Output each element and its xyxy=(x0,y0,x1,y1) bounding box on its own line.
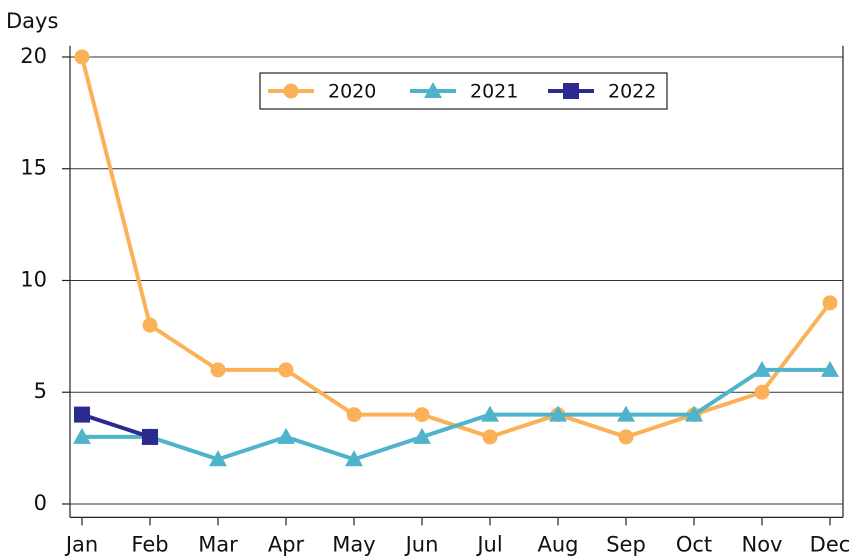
x-tick-label: Jun xyxy=(404,532,439,556)
x-tick-label: Jan xyxy=(64,532,98,556)
marker xyxy=(549,405,567,422)
x-tick-label: Feb xyxy=(131,532,168,556)
marker xyxy=(754,384,770,400)
marker xyxy=(74,406,90,423)
marker xyxy=(346,407,362,423)
marker xyxy=(685,405,703,422)
x-tick-label: May xyxy=(332,532,375,556)
series-line xyxy=(80,56,832,439)
marker xyxy=(617,405,635,422)
legend-box xyxy=(259,72,668,110)
x-tick-label: Mar xyxy=(198,532,238,556)
marker xyxy=(822,295,838,311)
x-tick-label: Aug xyxy=(537,532,578,556)
x-tick-label: Jul xyxy=(475,532,502,556)
marker xyxy=(277,427,295,444)
marker xyxy=(414,407,430,423)
x-tick-label: Sep xyxy=(606,532,646,556)
marker xyxy=(345,450,363,467)
y-tick-label: 0 xyxy=(34,491,47,515)
marker xyxy=(618,429,634,445)
marker xyxy=(283,83,299,99)
legend: 2020 2021 2022 xyxy=(259,72,668,110)
marker xyxy=(424,82,442,98)
series-line xyxy=(81,412,151,439)
legend-label: 2021 xyxy=(470,81,518,103)
y-tick-label: 5 xyxy=(34,379,47,403)
y-tick-label: 20 xyxy=(20,44,47,68)
marker xyxy=(73,427,91,444)
x-tick-label: Nov xyxy=(742,532,783,556)
y-tick-label: 15 xyxy=(20,156,47,180)
marker xyxy=(278,362,294,378)
marker xyxy=(821,360,839,377)
series-line xyxy=(82,367,830,462)
legend-label: 2020 xyxy=(328,81,376,103)
marker xyxy=(413,427,431,444)
marker xyxy=(482,429,498,445)
marker xyxy=(481,405,499,422)
marker xyxy=(209,450,227,467)
marker xyxy=(142,428,158,445)
x-tick-label: Oct xyxy=(676,532,712,556)
legend-label: 2022 xyxy=(608,81,656,103)
x-tick-label: Apr xyxy=(268,532,305,556)
marker xyxy=(210,362,226,378)
marker xyxy=(753,360,771,377)
x-tick-label: Dec xyxy=(810,532,851,556)
marker xyxy=(74,49,90,65)
y-tick-label: 10 xyxy=(20,267,47,291)
marker xyxy=(142,317,158,333)
marker xyxy=(563,83,579,99)
y-axis-label: Days xyxy=(6,9,58,33)
